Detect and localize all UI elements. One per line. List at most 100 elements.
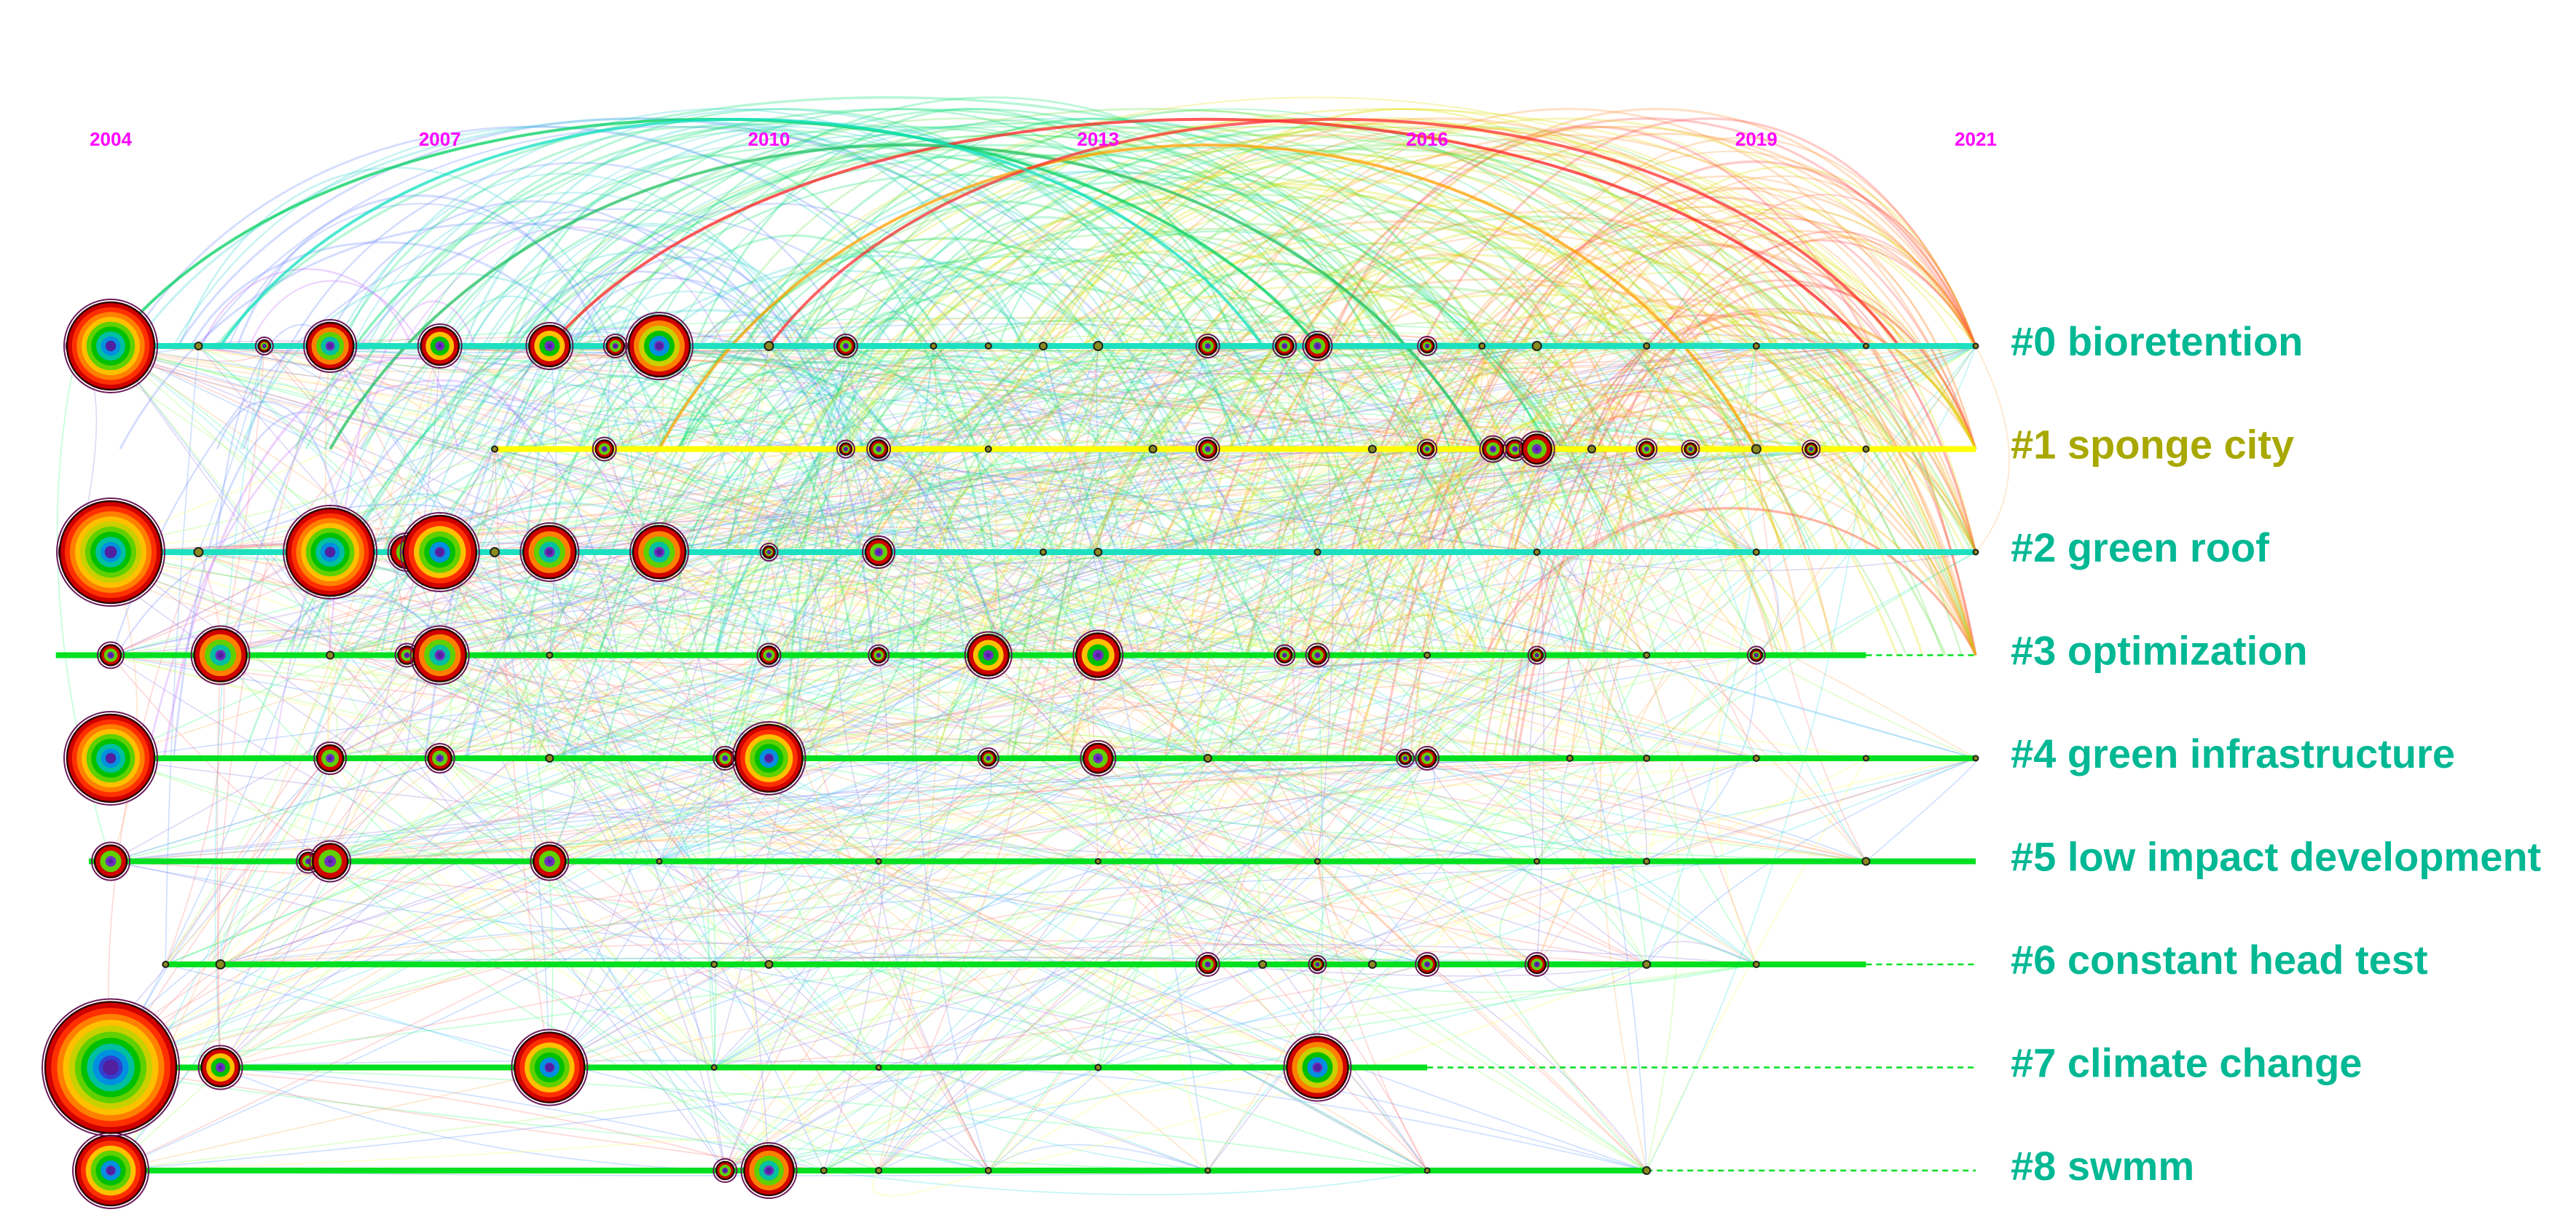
citation-link: [198, 345, 769, 553]
citation-link: [1317, 758, 1976, 862]
reference-node-small: [1424, 651, 1432, 659]
citation-link: [1536, 345, 1757, 759]
citation-link: [1536, 551, 1867, 862]
citation-link: [659, 345, 989, 862]
citation-link: [220, 345, 1756, 656]
citation-link: [1317, 528, 1538, 553]
citation-arc: [860, 261, 1140, 656]
citation-link: [308, 758, 1209, 862]
citation-link: [110, 1060, 1099, 1069]
reference-node-small: [1313, 858, 1321, 865]
reference-node-small: [1094, 1063, 1102, 1071]
citation-link: [549, 551, 1318, 1069]
citation-link: [1514, 449, 1648, 862]
citation-link: [330, 551, 1866, 862]
citation-link: [615, 345, 1866, 450]
reference-node: [629, 522, 689, 582]
citation-link: [845, 448, 1099, 759]
citation-link: [724, 654, 1537, 1171]
citation-link: [1305, 551, 1406, 759]
citation-link: [769, 345, 1538, 862]
reference-node: [1040, 548, 1047, 556]
citation-link: [198, 448, 1428, 553]
reference-node: [1479, 435, 1507, 463]
citation-link: [1042, 551, 1318, 561]
reference-node: [759, 543, 779, 562]
citation-arc: [248, 280, 459, 449]
node-core: [1315, 344, 1320, 348]
citation-link: [110, 654, 1099, 862]
cluster-label-7: #7 climate change: [2011, 1039, 2362, 1085]
citation-link: [659, 758, 1570, 862]
citation-link: [77, 551, 1318, 1069]
citation-link: [1207, 655, 1428, 965]
citation-link: [494, 551, 554, 1068]
citation-arc: [868, 414, 993, 449]
citation-link: [439, 345, 1537, 862]
citation-link: [823, 654, 1538, 1171]
citation-link: [439, 758, 879, 1069]
citation-link: [77, 345, 1537, 656]
citation-link: [110, 551, 879, 656]
citation-link: [439, 345, 1756, 656]
reference-node: [1862, 755, 1869, 762]
citation-link: [1042, 551, 1756, 759]
citation-link: [549, 448, 1691, 553]
citation-link: [878, 345, 1285, 450]
citation-link: [713, 964, 879, 1069]
reference-node-small: [491, 445, 499, 453]
reference-node-small: [193, 547, 204, 557]
citation-link: [845, 345, 1647, 759]
citation-link: [110, 964, 1756, 1171]
reference-node: [1195, 436, 1220, 462]
citation-link: [329, 758, 715, 1069]
reference-node-small: [1039, 342, 1048, 350]
reference-node: [1518, 430, 1555, 468]
citation-link: [439, 345, 934, 553]
citation-link: [325, 345, 331, 656]
citation-arc: [1089, 108, 1764, 449]
citation-link: [407, 654, 1647, 669]
citation-link: [1317, 758, 1647, 862]
citation-link: [549, 758, 1318, 965]
citation-arc: [1591, 236, 1977, 656]
citation-link: [494, 551, 1318, 862]
node-core: [1402, 756, 1407, 760]
citation-arc: [1192, 198, 1619, 759]
reference-node-small: [710, 961, 718, 968]
citation-link: [1426, 758, 1647, 965]
citation-link: [110, 448, 847, 759]
citation-link: [1316, 448, 1692, 862]
citation-link: [724, 758, 1406, 1171]
citation-arc: [1515, 283, 1977, 759]
citation-arc: [1334, 253, 1628, 553]
citation-arc: [658, 143, 1758, 450]
citation-arc: [854, 310, 1005, 656]
citation-link: [878, 448, 1812, 656]
node-halo: [1283, 1033, 1352, 1102]
citation-link: [1097, 345, 1286, 1068]
reference-node: [1313, 548, 1322, 556]
citation-link: [1536, 345, 1867, 965]
reference-node-small: [545, 754, 554, 763]
node-core: [1282, 653, 1287, 658]
reference-node: [1093, 341, 1104, 351]
node-halo: [712, 1158, 738, 1183]
citation-link: [878, 551, 1319, 1069]
cluster-label-3: #3 optimization: [2011, 627, 2308, 673]
citation-link: [769, 758, 1428, 1171]
citation-link: [77, 345, 1428, 1171]
citation-link: [110, 758, 1318, 1069]
reference-node: [1258, 960, 1268, 969]
citation-arc: [1566, 204, 1976, 347]
reference-node: [97, 641, 125, 669]
citation-link: [549, 551, 1757, 1069]
citation-link: [110, 551, 550, 862]
citation-link: [988, 345, 1319, 862]
citation-link: [1536, 654, 1757, 862]
cluster-label-2: #2 green roof: [2011, 524, 2269, 570]
citation-arc: [802, 125, 1944, 656]
citation-arc: [383, 309, 1029, 553]
reference-node: [1148, 444, 1158, 454]
node-core: [404, 653, 409, 658]
